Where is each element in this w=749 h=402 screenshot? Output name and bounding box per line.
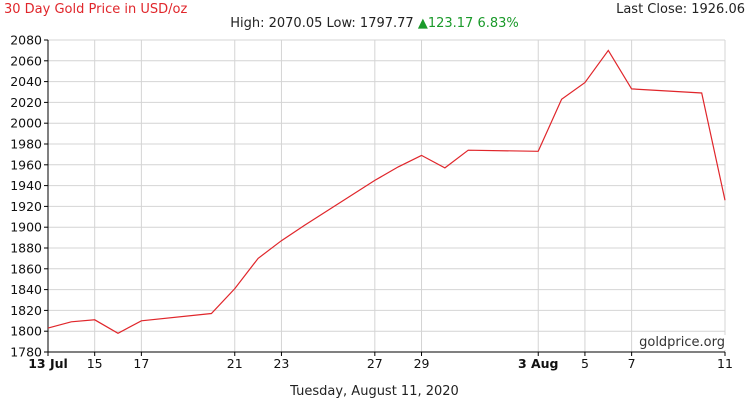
watermark-label: goldprice.org — [637, 335, 727, 350]
x-tick-label: 11 — [717, 356, 733, 371]
y-tick-label: 1920 — [10, 199, 42, 214]
y-tick-label: 1840 — [10, 282, 42, 297]
chart-date-footer: Tuesday, August 11, 2020 — [290, 384, 459, 399]
y-tick-label: 1780 — [10, 345, 42, 360]
y-tick-label: 2080 — [10, 33, 42, 48]
y-tick-label: 1960 — [10, 157, 42, 172]
change-percent: 6.83% — [477, 16, 519, 31]
price-series — [47, 49, 726, 334]
x-tick-label: 17 — [133, 356, 149, 371]
y-tick-label: 1800 — [10, 324, 42, 339]
last-close-label: Last Close: 1926.06 — [616, 2, 745, 17]
x-tick-label: 7 — [628, 356, 636, 371]
y-tick-label: 1820 — [10, 303, 42, 318]
price-stats: High: 2070.05 Low: 1797.77 ▲123.17 6.83% — [0, 16, 749, 31]
x-axis: 13 Jul 15 17 21 23 27 29 3 Aug 5 7 11 — [28, 351, 733, 371]
change-up-icon: ▲ — [417, 16, 428, 31]
y-axis: 1780 1800 1820 1840 1860 1880 1900 1920 1940 1960… — [10, 33, 49, 360]
x-tick-label: 5 — [581, 356, 589, 371]
x-tick-label: 13 Jul — [28, 356, 68, 371]
y-tick-label: 1980 — [10, 137, 42, 152]
change-value: 123.17 — [427, 16, 474, 31]
y-tick-label: 2000 — [10, 116, 42, 131]
low-label: Low: 1797.77 — [326, 16, 414, 31]
x-tick-label: 3 Aug — [518, 356, 559, 371]
x-tick-label: 27 — [367, 356, 383, 371]
y-tick-label: 2020 — [10, 95, 42, 110]
x-tick-label: 23 — [273, 356, 289, 371]
x-tick-label: 15 — [87, 356, 103, 371]
y-tick-label: 1880 — [10, 241, 42, 256]
y-tick-label: 2040 — [10, 74, 42, 89]
x-tick-label: 29 — [414, 356, 430, 371]
chart-grid — [47, 39, 726, 353]
high-label: High: 2070.05 — [230, 16, 323, 31]
y-tick-label: 1900 — [10, 220, 42, 235]
y-tick-label: 1940 — [10, 178, 42, 193]
y-tick-label: 2060 — [10, 53, 42, 68]
y-tick-label: 1860 — [10, 261, 42, 276]
chart-title: 30 Day Gold Price in USD/oz — [4, 2, 188, 17]
x-tick-label: 21 — [227, 356, 243, 371]
series-line — [47, 49, 726, 334]
